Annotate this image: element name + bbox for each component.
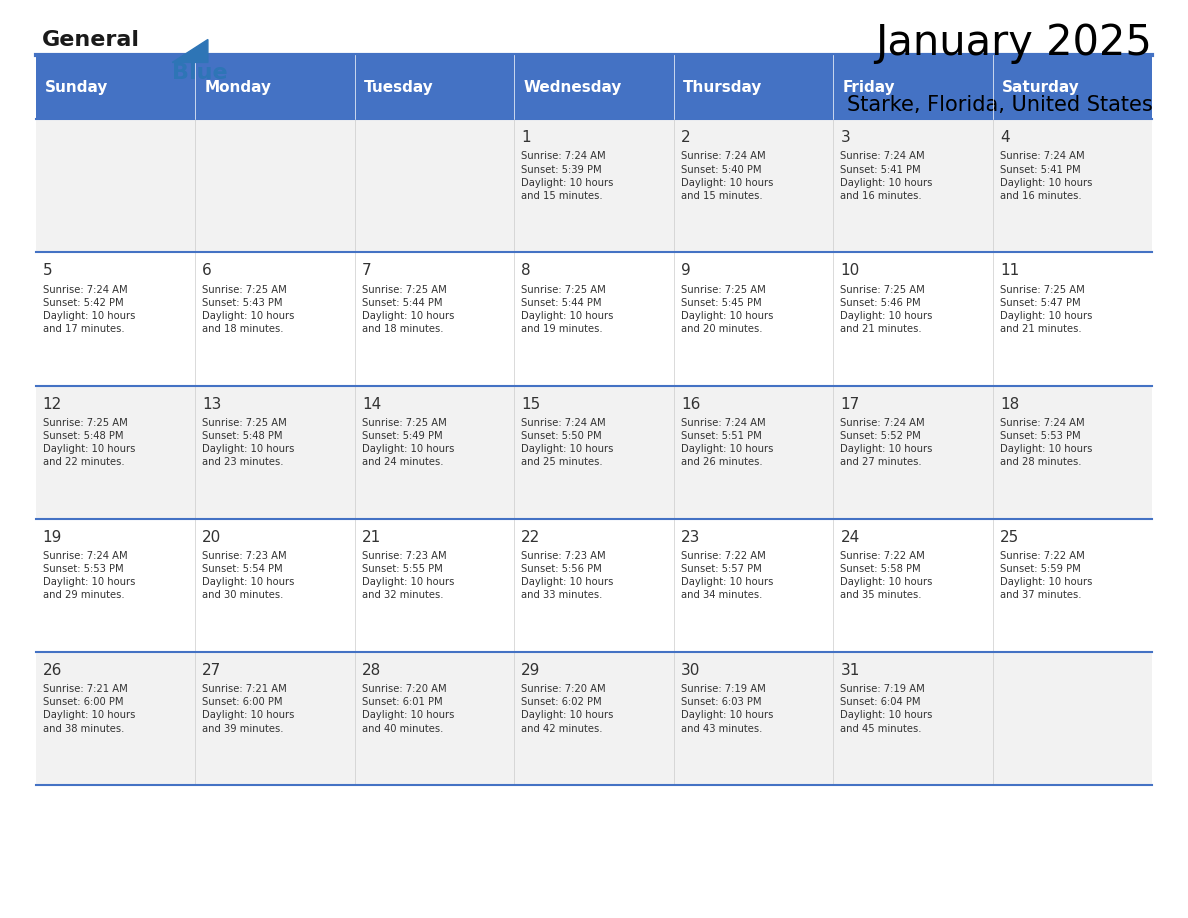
Text: 9: 9 bbox=[681, 263, 690, 278]
Text: 27: 27 bbox=[202, 663, 221, 677]
Text: Sunrise: 7:25 AM
Sunset: 5:48 PM
Daylight: 10 hours
and 22 minutes.: Sunrise: 7:25 AM Sunset: 5:48 PM Dayligh… bbox=[43, 418, 135, 467]
Text: Sunrise: 7:25 AM
Sunset: 5:49 PM
Daylight: 10 hours
and 24 minutes.: Sunrise: 7:25 AM Sunset: 5:49 PM Dayligh… bbox=[362, 418, 454, 467]
Text: Sunrise: 7:25 AM
Sunset: 5:43 PM
Daylight: 10 hours
and 18 minutes.: Sunrise: 7:25 AM Sunset: 5:43 PM Dayligh… bbox=[202, 285, 295, 334]
Text: Sunrise: 7:25 AM
Sunset: 5:47 PM
Daylight: 10 hours
and 21 minutes.: Sunrise: 7:25 AM Sunset: 5:47 PM Dayligh… bbox=[1000, 285, 1092, 334]
FancyBboxPatch shape bbox=[36, 119, 1152, 252]
Text: January 2025: January 2025 bbox=[876, 22, 1152, 64]
Text: 30: 30 bbox=[681, 663, 700, 677]
Text: 1: 1 bbox=[522, 130, 531, 145]
Text: Sunrise: 7:24 AM
Sunset: 5:50 PM
Daylight: 10 hours
and 25 minutes.: Sunrise: 7:24 AM Sunset: 5:50 PM Dayligh… bbox=[522, 418, 614, 467]
Text: Sunrise: 7:25 AM
Sunset: 5:45 PM
Daylight: 10 hours
and 20 minutes.: Sunrise: 7:25 AM Sunset: 5:45 PM Dayligh… bbox=[681, 285, 773, 334]
Text: 8: 8 bbox=[522, 263, 531, 278]
Text: Sunrise: 7:24 AM
Sunset: 5:40 PM
Daylight: 10 hours
and 15 minutes.: Sunrise: 7:24 AM Sunset: 5:40 PM Dayligh… bbox=[681, 151, 773, 201]
FancyBboxPatch shape bbox=[36, 519, 1152, 652]
Text: 22: 22 bbox=[522, 530, 541, 544]
Text: Sunrise: 7:24 AM
Sunset: 5:39 PM
Daylight: 10 hours
and 15 minutes.: Sunrise: 7:24 AM Sunset: 5:39 PM Dayligh… bbox=[522, 151, 614, 201]
Text: Sunrise: 7:22 AM
Sunset: 5:58 PM
Daylight: 10 hours
and 35 minutes.: Sunrise: 7:22 AM Sunset: 5:58 PM Dayligh… bbox=[840, 551, 933, 600]
Text: Wednesday: Wednesday bbox=[524, 80, 623, 95]
FancyBboxPatch shape bbox=[36, 652, 1152, 785]
Text: Sunrise: 7:24 AM
Sunset: 5:41 PM
Daylight: 10 hours
and 16 minutes.: Sunrise: 7:24 AM Sunset: 5:41 PM Dayligh… bbox=[1000, 151, 1092, 201]
Text: Monday: Monday bbox=[204, 80, 272, 95]
Text: 16: 16 bbox=[681, 397, 700, 411]
Text: 21: 21 bbox=[362, 530, 381, 544]
Text: 19: 19 bbox=[43, 530, 62, 544]
Text: Sunrise: 7:21 AM
Sunset: 6:00 PM
Daylight: 10 hours
and 38 minutes.: Sunrise: 7:21 AM Sunset: 6:00 PM Dayligh… bbox=[43, 684, 135, 733]
Text: 29: 29 bbox=[522, 663, 541, 677]
Polygon shape bbox=[172, 39, 208, 62]
Text: Sunrise: 7:22 AM
Sunset: 5:59 PM
Daylight: 10 hours
and 37 minutes.: Sunrise: 7:22 AM Sunset: 5:59 PM Dayligh… bbox=[1000, 551, 1092, 600]
Text: Sunrise: 7:25 AM
Sunset: 5:48 PM
Daylight: 10 hours
and 23 minutes.: Sunrise: 7:25 AM Sunset: 5:48 PM Dayligh… bbox=[202, 418, 295, 467]
Text: Sunrise: 7:20 AM
Sunset: 6:01 PM
Daylight: 10 hours
and 40 minutes.: Sunrise: 7:20 AM Sunset: 6:01 PM Dayligh… bbox=[362, 684, 454, 733]
Text: 23: 23 bbox=[681, 530, 700, 544]
Text: Sunrise: 7:24 AM
Sunset: 5:53 PM
Daylight: 10 hours
and 29 minutes.: Sunrise: 7:24 AM Sunset: 5:53 PM Dayligh… bbox=[43, 551, 135, 600]
Text: 5: 5 bbox=[43, 263, 52, 278]
FancyBboxPatch shape bbox=[36, 252, 1152, 386]
Text: Sunrise: 7:25 AM
Sunset: 5:44 PM
Daylight: 10 hours
and 18 minutes.: Sunrise: 7:25 AM Sunset: 5:44 PM Dayligh… bbox=[362, 285, 454, 334]
FancyBboxPatch shape bbox=[195, 55, 355, 119]
Text: Blue: Blue bbox=[172, 62, 228, 83]
Text: 20: 20 bbox=[202, 530, 221, 544]
Text: 7: 7 bbox=[362, 263, 372, 278]
Text: 12: 12 bbox=[43, 397, 62, 411]
FancyBboxPatch shape bbox=[36, 55, 195, 119]
Text: Sunrise: 7:25 AM
Sunset: 5:44 PM
Daylight: 10 hours
and 19 minutes.: Sunrise: 7:25 AM Sunset: 5:44 PM Dayligh… bbox=[522, 285, 614, 334]
Text: Starke, Florida, United States: Starke, Florida, United States bbox=[847, 95, 1152, 115]
Text: 24: 24 bbox=[840, 530, 860, 544]
Text: 28: 28 bbox=[362, 663, 381, 677]
FancyBboxPatch shape bbox=[993, 55, 1152, 119]
Text: Sunrise: 7:24 AM
Sunset: 5:42 PM
Daylight: 10 hours
and 17 minutes.: Sunrise: 7:24 AM Sunset: 5:42 PM Dayligh… bbox=[43, 285, 135, 334]
Text: 10: 10 bbox=[840, 263, 860, 278]
Text: 26: 26 bbox=[43, 663, 62, 677]
FancyBboxPatch shape bbox=[355, 55, 514, 119]
Text: 4: 4 bbox=[1000, 130, 1010, 145]
Text: 14: 14 bbox=[362, 397, 381, 411]
Text: 11: 11 bbox=[1000, 263, 1019, 278]
Text: Sunrise: 7:25 AM
Sunset: 5:46 PM
Daylight: 10 hours
and 21 minutes.: Sunrise: 7:25 AM Sunset: 5:46 PM Dayligh… bbox=[840, 285, 933, 334]
Text: 2: 2 bbox=[681, 130, 690, 145]
Text: Sunrise: 7:24 AM
Sunset: 5:52 PM
Daylight: 10 hours
and 27 minutes.: Sunrise: 7:24 AM Sunset: 5:52 PM Dayligh… bbox=[840, 418, 933, 467]
FancyBboxPatch shape bbox=[833, 55, 993, 119]
Text: 31: 31 bbox=[840, 663, 860, 677]
Text: Sunrise: 7:23 AM
Sunset: 5:54 PM
Daylight: 10 hours
and 30 minutes.: Sunrise: 7:23 AM Sunset: 5:54 PM Dayligh… bbox=[202, 551, 295, 600]
Text: 13: 13 bbox=[202, 397, 222, 411]
Text: 25: 25 bbox=[1000, 530, 1019, 544]
Text: Sunday: Sunday bbox=[45, 80, 108, 95]
Text: Sunrise: 7:23 AM
Sunset: 5:55 PM
Daylight: 10 hours
and 32 minutes.: Sunrise: 7:23 AM Sunset: 5:55 PM Dayligh… bbox=[362, 551, 454, 600]
Text: 18: 18 bbox=[1000, 397, 1019, 411]
FancyBboxPatch shape bbox=[36, 386, 1152, 519]
Text: 15: 15 bbox=[522, 397, 541, 411]
Text: Sunrise: 7:24 AM
Sunset: 5:51 PM
Daylight: 10 hours
and 26 minutes.: Sunrise: 7:24 AM Sunset: 5:51 PM Dayligh… bbox=[681, 418, 773, 467]
Text: Sunrise: 7:21 AM
Sunset: 6:00 PM
Daylight: 10 hours
and 39 minutes.: Sunrise: 7:21 AM Sunset: 6:00 PM Dayligh… bbox=[202, 684, 295, 733]
Text: 6: 6 bbox=[202, 263, 211, 278]
Text: General: General bbox=[42, 30, 139, 50]
Text: Sunrise: 7:24 AM
Sunset: 5:41 PM
Daylight: 10 hours
and 16 minutes.: Sunrise: 7:24 AM Sunset: 5:41 PM Dayligh… bbox=[840, 151, 933, 201]
Text: Tuesday: Tuesday bbox=[365, 80, 434, 95]
Text: Sunrise: 7:24 AM
Sunset: 5:53 PM
Daylight: 10 hours
and 28 minutes.: Sunrise: 7:24 AM Sunset: 5:53 PM Dayligh… bbox=[1000, 418, 1092, 467]
Text: Friday: Friday bbox=[842, 80, 896, 95]
Text: Saturday: Saturday bbox=[1003, 80, 1080, 95]
Text: Sunrise: 7:19 AM
Sunset: 6:04 PM
Daylight: 10 hours
and 45 minutes.: Sunrise: 7:19 AM Sunset: 6:04 PM Dayligh… bbox=[840, 684, 933, 733]
Text: Sunrise: 7:23 AM
Sunset: 5:56 PM
Daylight: 10 hours
and 33 minutes.: Sunrise: 7:23 AM Sunset: 5:56 PM Dayligh… bbox=[522, 551, 614, 600]
FancyBboxPatch shape bbox=[674, 55, 833, 119]
Text: 3: 3 bbox=[840, 130, 851, 145]
Text: Thursday: Thursday bbox=[683, 80, 763, 95]
Text: 17: 17 bbox=[840, 397, 860, 411]
Text: Sunrise: 7:19 AM
Sunset: 6:03 PM
Daylight: 10 hours
and 43 minutes.: Sunrise: 7:19 AM Sunset: 6:03 PM Dayligh… bbox=[681, 684, 773, 733]
Text: Sunrise: 7:20 AM
Sunset: 6:02 PM
Daylight: 10 hours
and 42 minutes.: Sunrise: 7:20 AM Sunset: 6:02 PM Dayligh… bbox=[522, 684, 614, 733]
FancyBboxPatch shape bbox=[514, 55, 674, 119]
Text: Sunrise: 7:22 AM
Sunset: 5:57 PM
Daylight: 10 hours
and 34 minutes.: Sunrise: 7:22 AM Sunset: 5:57 PM Dayligh… bbox=[681, 551, 773, 600]
